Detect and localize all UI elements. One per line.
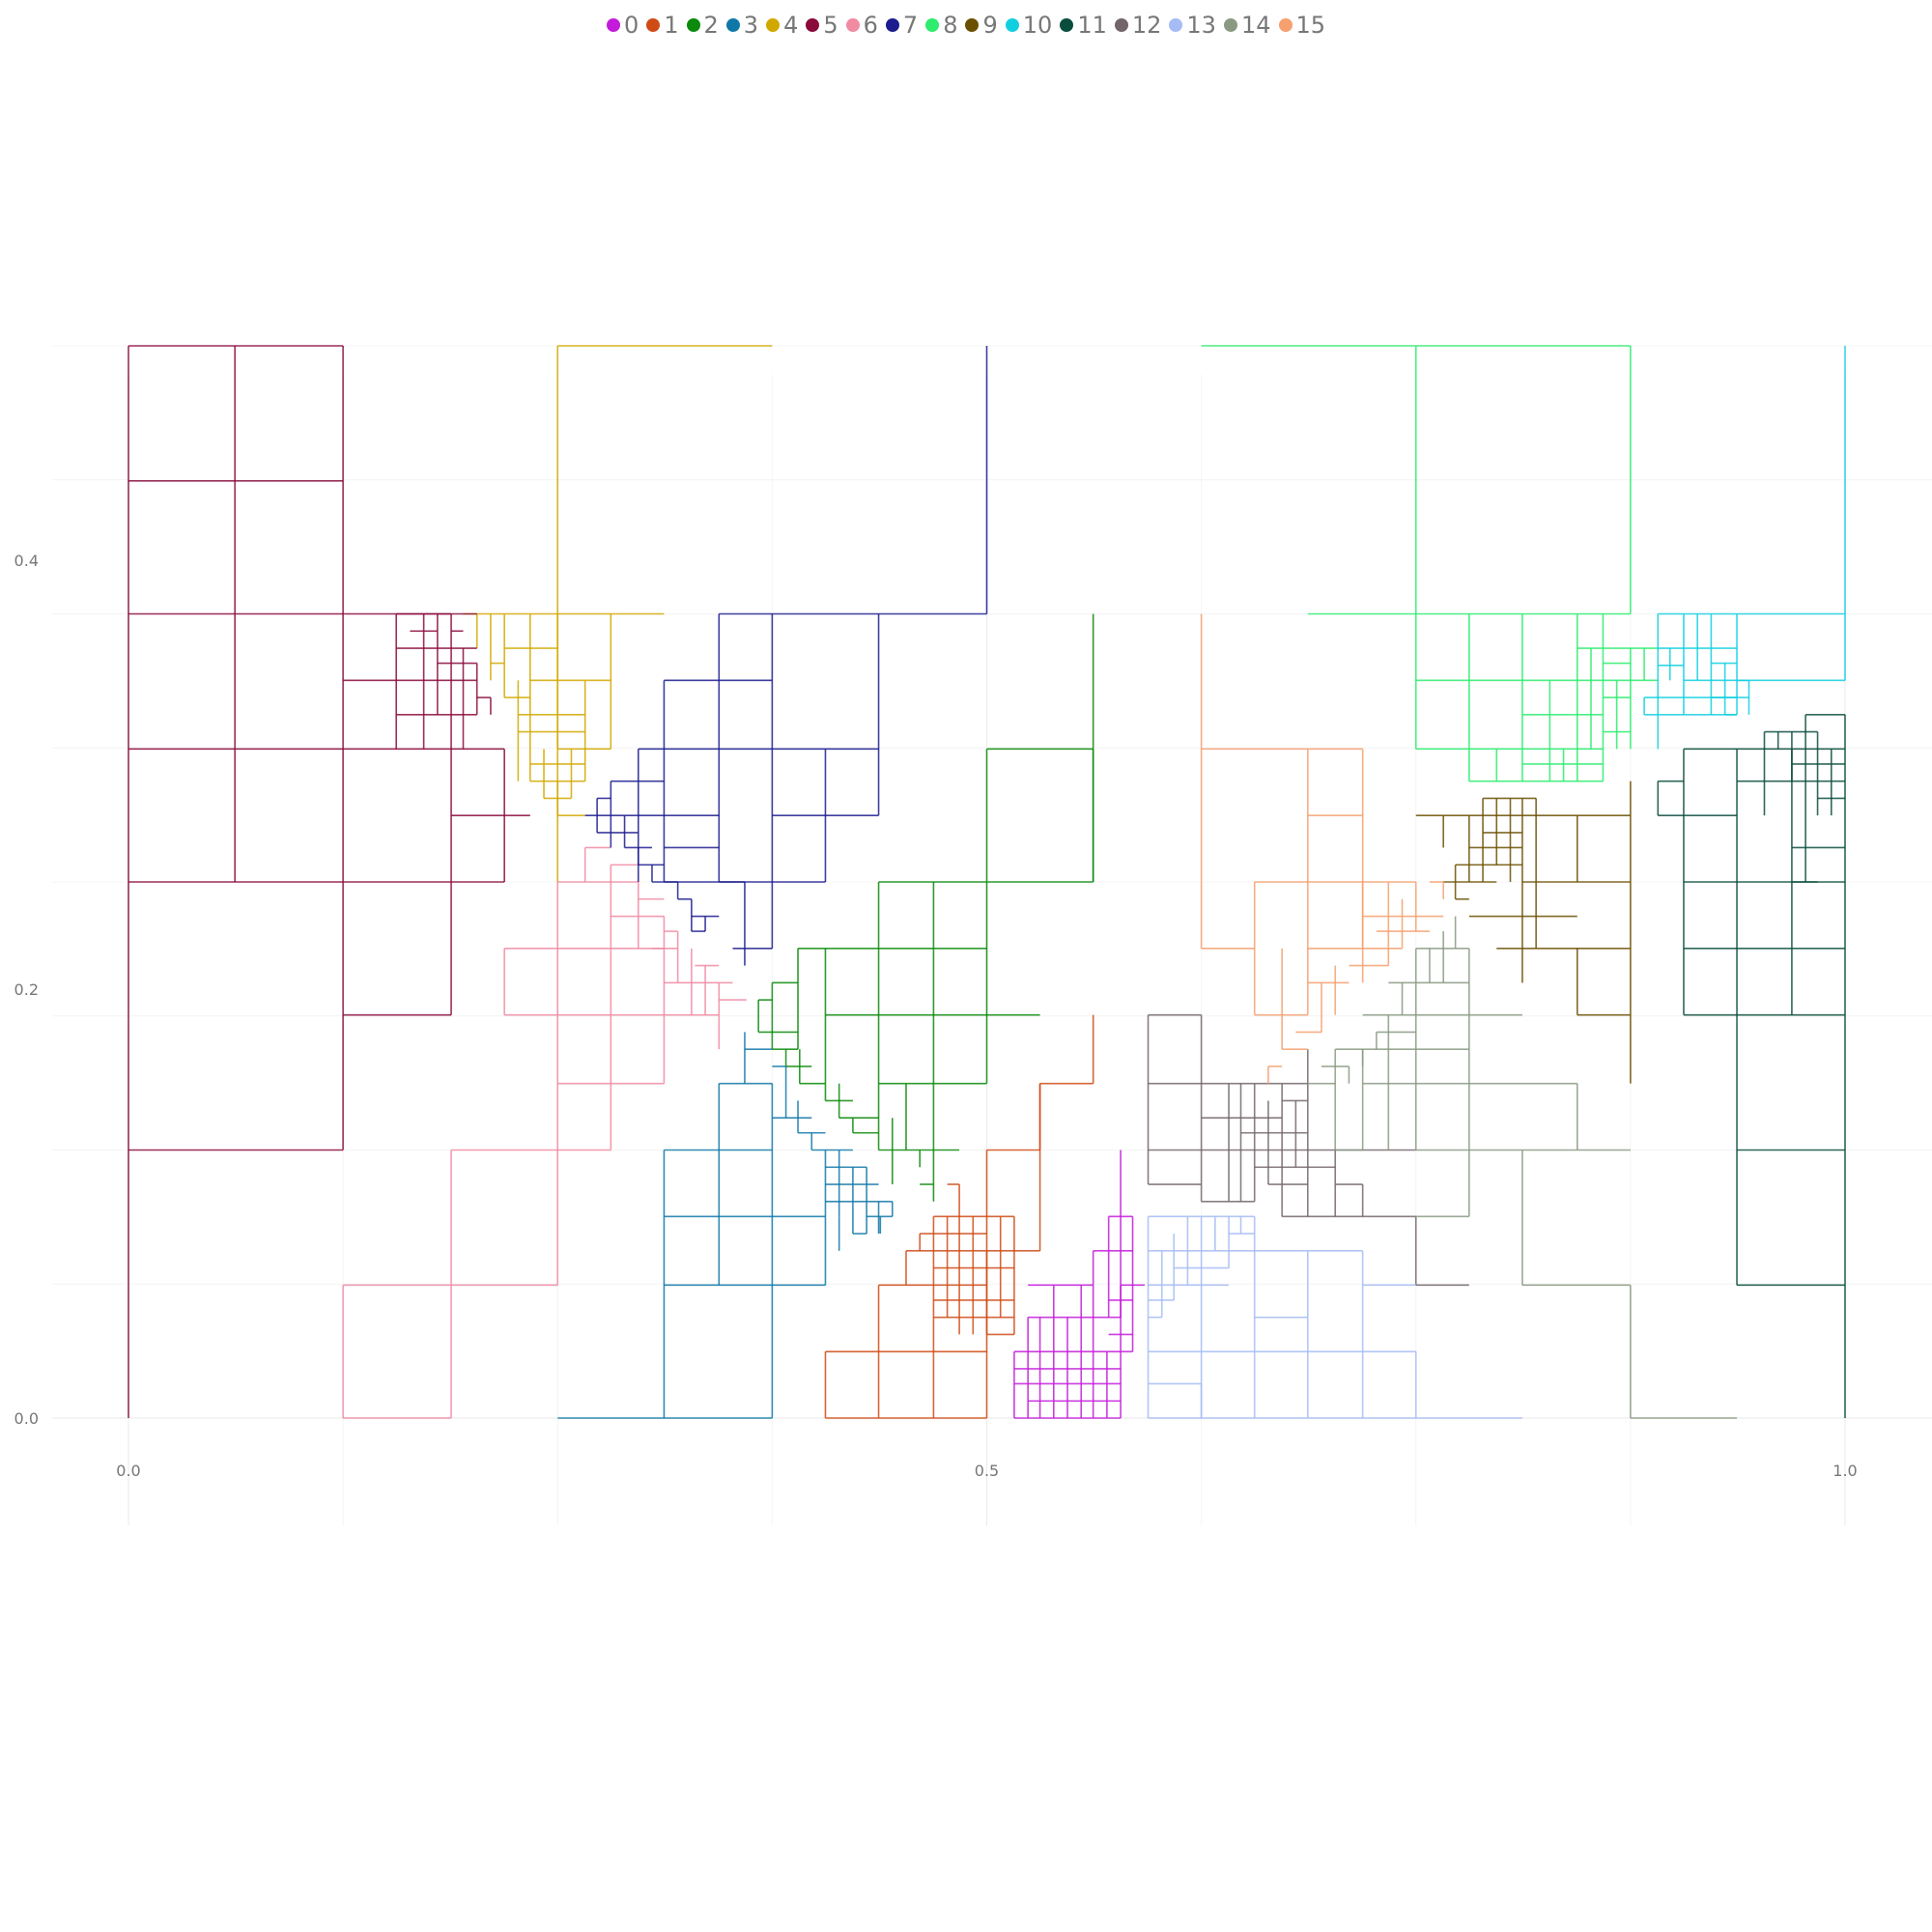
series-0 — [1013, 1150, 1145, 1419]
legend-label: 2 — [703, 12, 719, 39]
legend-marker-icon — [806, 18, 820, 32]
legend-label: 10 — [1022, 12, 1053, 39]
legend-label: 3 — [743, 12, 759, 39]
legend-item[interactable]: 5 — [806, 12, 838, 39]
legend-item[interactable]: 11 — [1060, 12, 1107, 39]
legend-item[interactable]: 4 — [766, 12, 798, 39]
series-group — [128, 345, 1846, 1419]
legend-item[interactable]: 10 — [1005, 12, 1053, 39]
x-tick-label: 0.0 — [116, 1462, 140, 1480]
series-3 — [557, 1032, 894, 1419]
series-13 — [1147, 1215, 1522, 1419]
legend-label: 14 — [1240, 12, 1271, 39]
series-15 — [1200, 613, 1444, 1084]
y-tick-label: 0.0 — [14, 1409, 39, 1428]
legend-marker-icon — [686, 18, 700, 32]
legend-item[interactable]: 14 — [1223, 12, 1271, 39]
legend-marker-icon — [766, 18, 781, 32]
axis-ticks: 0.0 0.5 1.0 0.0 0.2 0.4 — [14, 552, 1858, 1480]
legend-marker-icon — [1223, 18, 1237, 32]
legend-marker-icon — [925, 18, 940, 32]
legend-marker-icon — [646, 18, 661, 32]
legend-label: 1 — [664, 12, 679, 39]
legend-label: 13 — [1186, 12, 1216, 39]
series-11 — [1657, 714, 1846, 1418]
legend-label: 15 — [1295, 12, 1326, 39]
legend-marker-icon — [845, 18, 860, 32]
legend-marker-icon — [1278, 18, 1293, 32]
legend-label: 4 — [783, 12, 799, 39]
legend-marker-icon — [1060, 18, 1074, 32]
legend-label: 7 — [902, 12, 919, 39]
legend-item[interactable]: 3 — [725, 12, 759, 39]
legend-marker-icon — [885, 18, 899, 32]
legend-item[interactable]: 13 — [1169, 12, 1216, 39]
legend-label: 8 — [943, 12, 958, 39]
x-tick-label: 1.0 — [1833, 1462, 1857, 1480]
legend-item[interactable]: 12 — [1114, 12, 1162, 39]
legend-label: 6 — [863, 12, 878, 39]
x-tick-label: 0.5 — [975, 1462, 999, 1480]
series-2 — [757, 613, 1094, 1202]
grid-lines — [52, 345, 1932, 1525]
legend-label: 5 — [823, 12, 838, 39]
legend-marker-icon — [606, 18, 620, 32]
y-tick-label: 0.2 — [14, 980, 39, 999]
legend-item[interactable]: 7 — [885, 12, 919, 39]
series-8 — [1201, 345, 1659, 782]
legend-item[interactable]: 9 — [965, 12, 998, 39]
legend-label: 12 — [1131, 12, 1162, 39]
legend-item[interactable]: 2 — [686, 12, 719, 39]
series-6 — [342, 846, 747, 1419]
legend-item[interactable]: 15 — [1278, 12, 1326, 39]
legend-item[interactable]: 6 — [845, 12, 878, 39]
legend-label: 11 — [1077, 12, 1107, 39]
legend-item[interactable]: 1 — [646, 12, 679, 39]
series-10 — [1643, 346, 1846, 750]
legend-label: 0 — [623, 12, 639, 39]
series-9 — [1415, 781, 1632, 1084]
series-12 — [1147, 1013, 1469, 1287]
legend-marker-icon — [1005, 18, 1019, 32]
legend-item[interactable]: 8 — [925, 12, 957, 39]
legend-marker-icon — [725, 18, 740, 32]
legend-item[interactable]: 0 — [606, 12, 639, 39]
legend-label: 9 — [982, 12, 998, 39]
legend-marker-icon — [1169, 18, 1183, 32]
series-14 — [1307, 916, 1738, 1419]
series-5 — [128, 345, 530, 1418]
series-4 — [463, 345, 773, 882]
series-1 — [824, 1014, 1094, 1419]
chart-legend: 0 1 2 3 4 5 6 7 8 9 10 11 12 13 14 15 — [0, 12, 1932, 39]
legend-marker-icon — [965, 18, 980, 32]
series-7 — [584, 346, 988, 966]
y-tick-label: 0.4 — [14, 552, 39, 570]
legend-marker-icon — [1114, 18, 1128, 32]
